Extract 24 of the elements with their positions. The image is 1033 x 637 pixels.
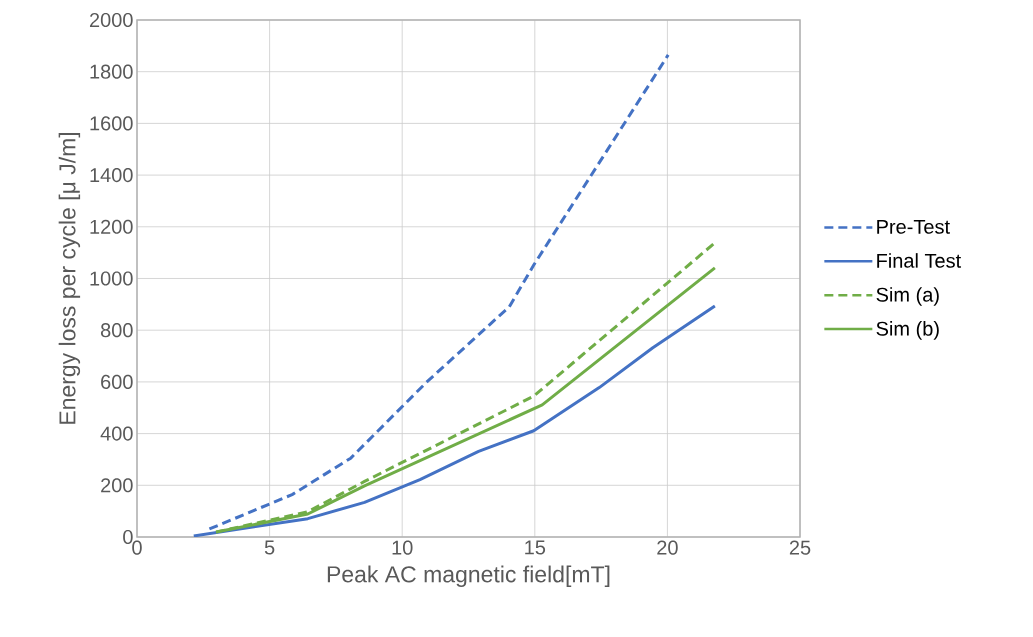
legend-label: Sim (a)	[876, 287, 939, 306]
line-series	[192, 304, 717, 537]
line-series	[207, 53, 670, 531]
x-tick-label: 5	[264, 540, 275, 555]
x-tick-label: 25	[789, 540, 811, 555]
y-tick-label: 1200	[90, 219, 133, 234]
legend-label: Final Test	[877, 253, 962, 268]
y-tick-label: 2000	[89, 12, 133, 28]
legend-label: Sim (b)	[876, 321, 939, 340]
x-tick-label: 15	[525, 540, 546, 555]
y-tick-label: 1000	[90, 271, 133, 286]
y-tick-label: 1600	[90, 116, 133, 131]
y-tick-label: 600	[101, 374, 133, 389]
x-tick-label: 10	[392, 540, 413, 555]
y-tick-label: 1800	[90, 64, 133, 79]
x-tick-label: 20	[657, 540, 678, 555]
y-tick-label: 0	[123, 529, 133, 545]
legend-label: Pre-Test	[877, 219, 950, 234]
y-tick-label: 200	[101, 478, 133, 493]
y-tick-label: 800	[100, 323, 133, 338]
x-axis-title: Peak AC magnetic field[mT]	[327, 565, 610, 587]
y-tick-label: 400	[100, 426, 133, 441]
y-axis-title: Energy loss per cycle [μ J/m]	[58, 132, 81, 424]
y-tick-label: 1400	[90, 168, 133, 183]
